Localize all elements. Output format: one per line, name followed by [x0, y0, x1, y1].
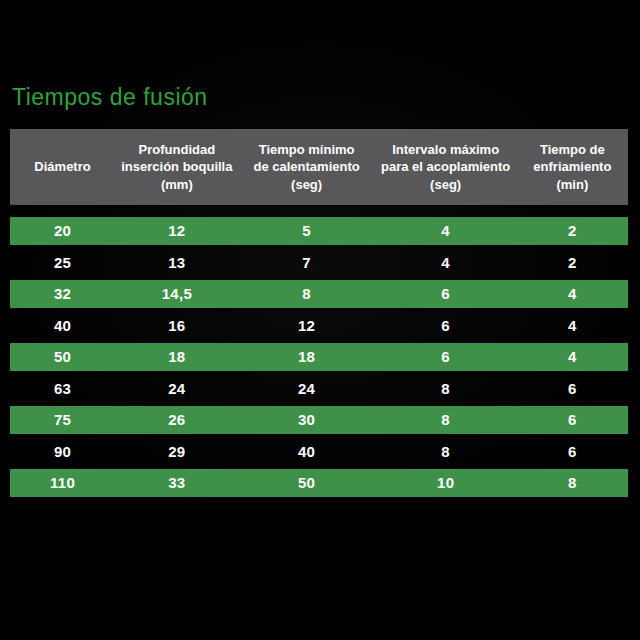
table-cell: 110 [10, 474, 115, 491]
table-cell: 50 [10, 348, 115, 365]
table-row: 3214,5864 [10, 280, 628, 308]
table-cell: 63 [10, 380, 115, 397]
table-row: 1103350108 [10, 469, 628, 497]
table-cell: 6 [375, 348, 517, 365]
table-row: 63242486 [10, 375, 628, 403]
table-cell: 4 [517, 285, 628, 302]
table-cell: 10 [375, 474, 517, 491]
table-cell: 16 [115, 317, 239, 334]
table-cell: 20 [10, 222, 115, 239]
slide-canvas: Tiempos de fusión Diámetro Profundidad i… [0, 0, 640, 640]
column-header-profundidad: Profundidad inserción boquilla (mm) [115, 129, 239, 205]
table-cell: 18 [115, 348, 239, 365]
table-cell: 6 [375, 317, 517, 334]
table-cell: 6 [517, 380, 628, 397]
table-cell: 4 [375, 254, 517, 271]
table-cell: 24 [239, 380, 375, 397]
column-header-intervalo: Intervalo máximo para el acoplamiento (s… [375, 129, 517, 205]
table-cell: 75 [10, 411, 115, 428]
table-cell: 50 [239, 474, 375, 491]
table-cell: 90 [10, 443, 115, 460]
table-row: 90294086 [10, 438, 628, 466]
table-cell: 30 [239, 411, 375, 428]
table-row: 40161264 [10, 312, 628, 340]
table-cell: 8 [375, 411, 517, 428]
page-title: Tiempos de fusión [12, 84, 208, 111]
table-body: 201254225137423214,586440161264501818646… [10, 217, 628, 497]
column-header-tiempo-minimo: Tiempo mínimo de calentamiento (seg) [239, 129, 375, 205]
fusion-times-table: Diámetro Profundidad inserción boquilla … [10, 129, 628, 501]
table-cell: 8 [375, 380, 517, 397]
table-cell: 2 [517, 222, 628, 239]
table-cell: 25 [10, 254, 115, 271]
table-cell: 4 [517, 317, 628, 334]
column-header-enfriamiento: Tiempo de enfriamiento (min) [517, 129, 628, 205]
table-cell: 12 [115, 222, 239, 239]
table-cell: 24 [115, 380, 239, 397]
table-cell: 8 [239, 285, 375, 302]
table-cell: 5 [239, 222, 375, 239]
table-cell: 6 [517, 443, 628, 460]
table-cell: 7 [239, 254, 375, 271]
table-header-row: Diámetro Profundidad inserción boquilla … [10, 129, 628, 205]
table-cell: 8 [517, 474, 628, 491]
table-cell: 6 [375, 285, 517, 302]
table-row: 75263086 [10, 406, 628, 434]
table-cell: 4 [517, 348, 628, 365]
table-cell: 4 [375, 222, 517, 239]
table-cell: 2 [517, 254, 628, 271]
table-cell: 40 [239, 443, 375, 460]
table-cell: 6 [517, 411, 628, 428]
table-cell: 32 [10, 285, 115, 302]
table-cell: 18 [239, 348, 375, 365]
table-cell: 14,5 [115, 285, 239, 302]
table-cell: 12 [239, 317, 375, 334]
table-cell: 26 [115, 411, 239, 428]
table-cell: 8 [375, 443, 517, 460]
table-row: 50181864 [10, 343, 628, 371]
table-cell: 29 [115, 443, 239, 460]
table-row: 2513742 [10, 249, 628, 277]
table-cell: 13 [115, 254, 239, 271]
table-row: 2012542 [10, 217, 628, 245]
table-cell: 40 [10, 317, 115, 334]
table-cell: 33 [115, 474, 239, 491]
column-header-diametro: Diámetro [10, 129, 115, 205]
